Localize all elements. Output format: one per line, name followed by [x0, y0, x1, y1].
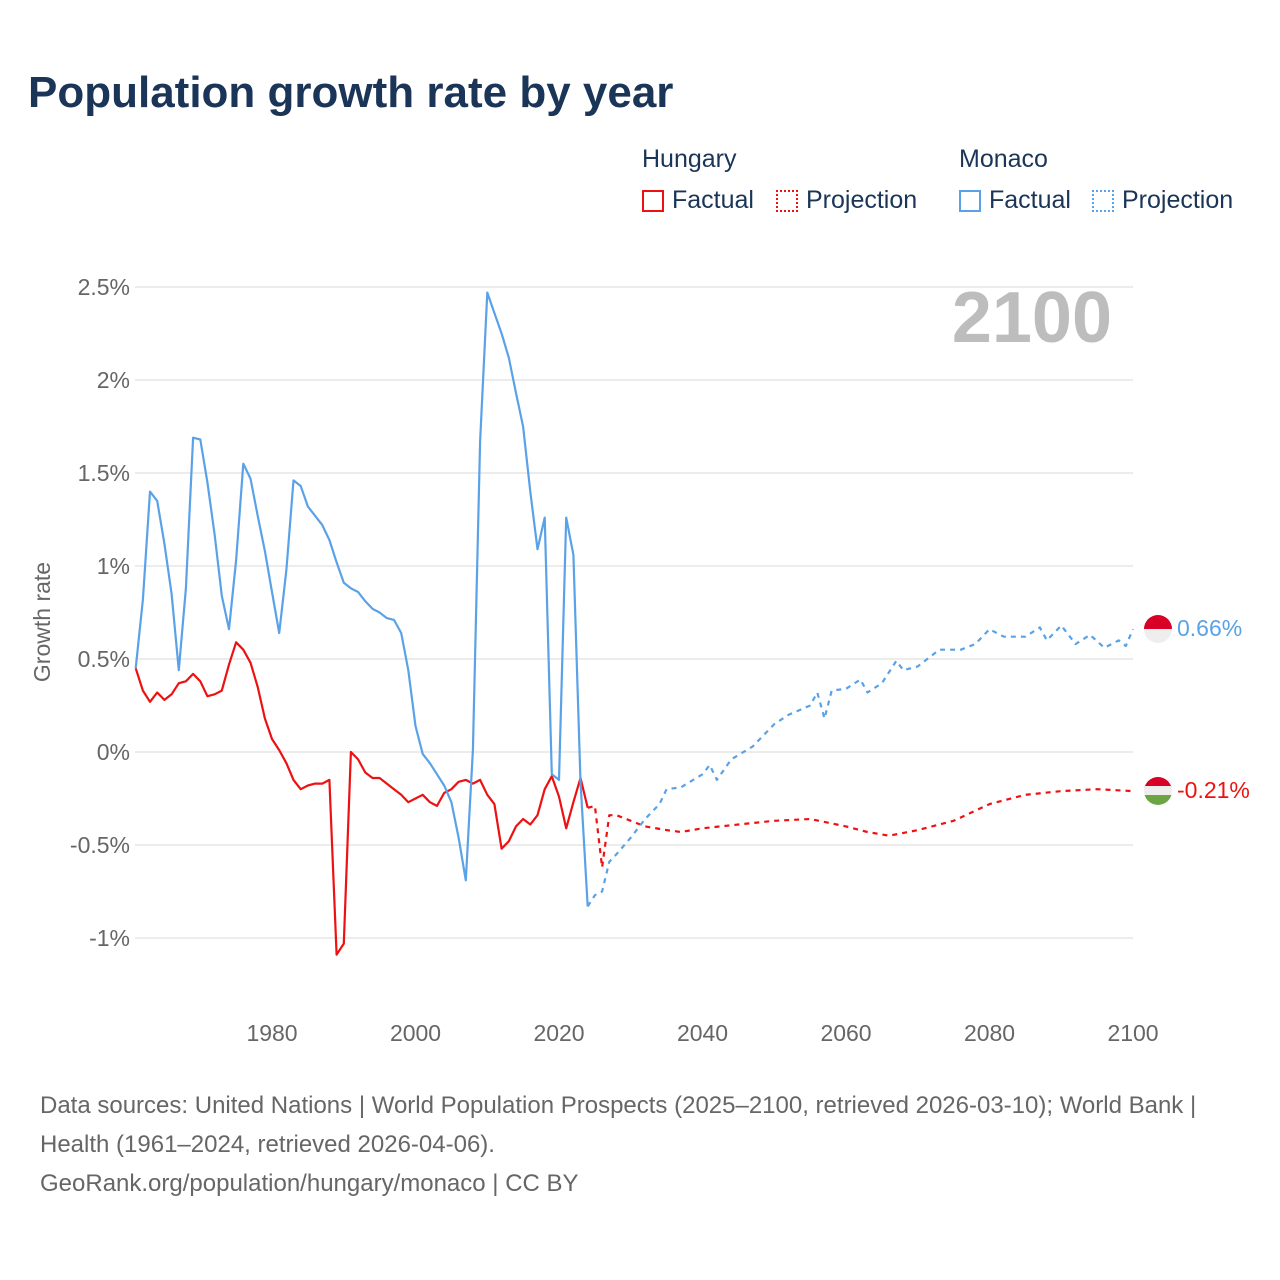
legend-group-monaco: Monaco	[959, 145, 1048, 173]
data-sources-text: Data sources: United Nations | World Pop…	[40, 1092, 1197, 1158]
legend-swatch-solid	[642, 189, 664, 212]
legend-label: Projection	[806, 186, 918, 214]
x-tick-label: 2080	[964, 1020, 1015, 1046]
hungary-end-label: -0.21%	[1177, 777, 1250, 803]
y-tick-label: 2%	[97, 367, 130, 393]
hungary-projection-line	[587, 788, 1134, 869]
legend-hungary-factual[interactable]: Factual	[642, 186, 754, 215]
x-tick-label: 1980	[246, 1020, 297, 1046]
legend-swatch-dotted	[776, 189, 798, 212]
y-tick-label: 0%	[97, 739, 130, 765]
y-tick-label: 1.5%	[78, 460, 130, 486]
y-tick-label: -0.5%	[70, 832, 130, 858]
monaco-flag-icon	[1144, 615, 1172, 643]
x-tick-label: 2020	[533, 1020, 584, 1046]
legend-label: Factual	[989, 186, 1071, 214]
x-tick-label: 2000	[390, 1020, 441, 1046]
attribution-link[interactable]: GeoRank.org/population/hungary/monaco | …	[40, 1170, 579, 1197]
x-tick-label: 2100	[1107, 1020, 1158, 1046]
x-tick-label: 2040	[677, 1020, 728, 1046]
year-indicator: 2100	[952, 278, 1112, 358]
y-tick-label: -1%	[89, 925, 130, 951]
legend-swatch-solid	[959, 189, 981, 212]
y-tick-label: 0.5%	[78, 646, 130, 672]
y-tick-label: 1%	[97, 553, 130, 579]
legend-monaco-projection[interactable]: Projection	[1092, 186, 1233, 215]
hungary-flag-icon	[1144, 777, 1172, 805]
y-tick-label: 2.5%	[78, 274, 130, 300]
legend-hungary-projection[interactable]: Projection	[776, 186, 917, 215]
hungary-factual-line	[134, 641, 589, 956]
y-axis-label: Growth rate	[29, 562, 55, 682]
legend-group-hungary: Hungary	[642, 145, 737, 173]
x-tick-label: 2060	[820, 1020, 871, 1046]
legend-monaco-factual[interactable]: Factual	[959, 186, 1071, 215]
legend-swatch-dotted	[1092, 189, 1114, 212]
monaco-end-label: 0.66%	[1177, 615, 1242, 641]
legend-label: Factual	[672, 186, 754, 214]
monaco-projection-line	[586, 624, 1135, 907]
monaco-factual-line	[134, 291, 589, 907]
footer: Data sources: United Nations | World Pop…	[40, 1086, 1240, 1203]
legend-label: Projection	[1122, 186, 1234, 214]
chart-title: Population growth rate by year	[28, 68, 674, 117]
